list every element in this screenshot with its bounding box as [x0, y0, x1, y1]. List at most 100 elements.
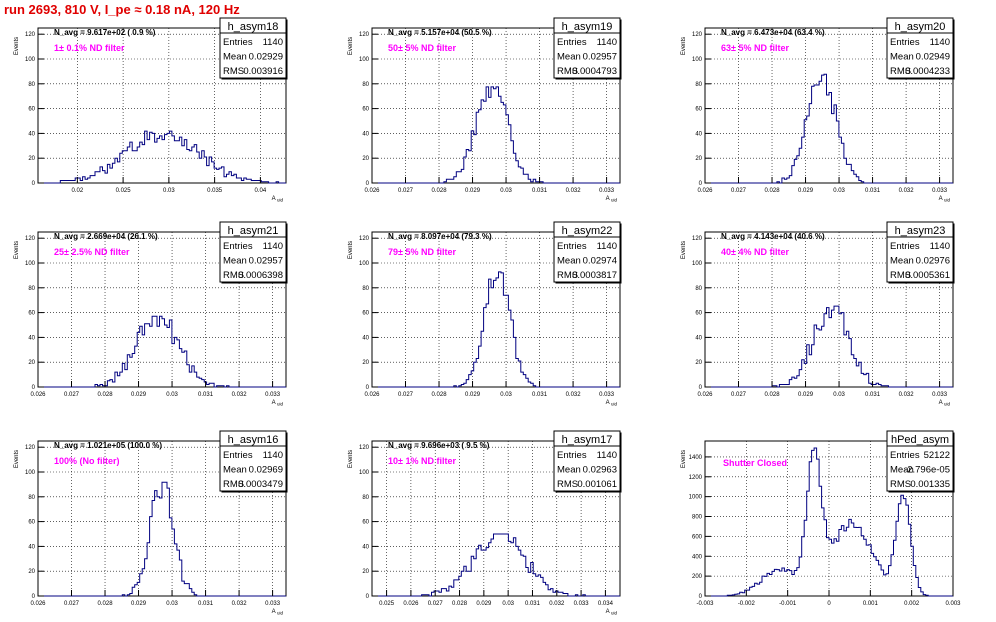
histogram-series	[38, 481, 286, 597]
x-tick-label: 0.033	[932, 188, 948, 194]
stat-label: Mean	[223, 52, 247, 63]
x-tick-label: 0.031	[532, 392, 548, 398]
stat-label: Mean	[557, 52, 581, 63]
x-tick-label: 0.027	[731, 392, 747, 398]
y-tick-label: 40	[28, 335, 35, 341]
x-axis-label: A uid	[272, 609, 284, 616]
histogram-series	[372, 271, 620, 388]
y-tick-label: 1400	[689, 455, 703, 461]
stat-value: 0.0005361	[905, 270, 950, 281]
y-tick-label: 120	[25, 236, 36, 242]
stats-box-frame	[553, 221, 621, 283]
stats-box-frame	[886, 430, 954, 492]
x-tick-label: 0.001	[863, 601, 879, 607]
n-avg-annotation: N_avg = 2.669e+04 (26.1 %)	[54, 232, 158, 241]
x-tick-label: 0.025	[116, 188, 132, 194]
x-tick-label: 0.028	[452, 601, 468, 607]
stat-label: Entries	[557, 37, 587, 48]
x-tick-label: 0.03	[502, 601, 514, 607]
stats-box-frame	[219, 221, 287, 283]
x-tick-label: 0.029	[798, 392, 814, 398]
filter-label: Shutter Closed	[723, 458, 787, 468]
n-avg-annotation: N_avg = 8.097e+04 (79.3 %)	[388, 232, 492, 241]
stat-label: RMS	[557, 479, 578, 490]
y-tick-label: 40	[362, 335, 369, 341]
y-tick-label: 0	[699, 594, 703, 600]
histogram-panel-h_asym19: 0.026 0.027 0.028 0.029 0.03 0.031 0.032 0.033 0…	[348, 17, 622, 203]
y-axis-label: Events	[348, 450, 354, 468]
stat-label: Entries	[223, 37, 253, 48]
y-tick-label: 60	[362, 107, 369, 113]
y-tick-label: 60	[695, 107, 702, 113]
y-tick-label: 0	[366, 181, 370, 187]
y-tick-label: 120	[359, 32, 370, 38]
y-tick-label: 0	[32, 594, 36, 600]
stats-box: h_asym19 Entries 1140 Mean 0.02957 RMS0.00047…	[553, 17, 622, 80]
y-tick-label: 200	[692, 574, 703, 580]
run-title: run 2693, 810 V, I_pe ≈ 0.18 nA, 120 Hz	[4, 2, 240, 17]
x-tick-label: 0.033	[265, 392, 281, 398]
y-tick-label: 40	[28, 131, 35, 137]
x-tick-label: 0.032	[232, 392, 248, 398]
x-tick-label: 0.002	[904, 601, 920, 607]
histogram-panel-h_asym22: 0.026 0.027 0.028 0.029 0.03 0.031 0.032 0.033 0…	[348, 221, 622, 407]
stats-box: hPed_asym Entries 52122 Mean-2.796e-05 RMS 0.…	[886, 430, 955, 493]
stat-label: RMS	[557, 270, 578, 281]
stat-value: 1140	[263, 241, 283, 252]
x-tick-label: 0.029	[476, 601, 492, 607]
y-tick-label: 20	[362, 569, 369, 575]
y-tick-label: 20	[362, 156, 369, 162]
x-tick-label: 0.031	[198, 601, 214, 607]
stat-value: 0.0004793	[572, 66, 617, 77]
y-tick-label: 20	[28, 360, 35, 366]
y-axis-label: Events	[14, 37, 20, 55]
x-tick-label: 0.032	[566, 392, 582, 398]
y-tick-label: 80	[695, 82, 702, 88]
stat-value: 0.003916	[243, 66, 283, 77]
y-tick-label: 60	[28, 107, 35, 113]
histogram-panel-h_asym16: 0.026 0.027 0.028 0.029 0.03 0.031 0.032 0.033 0…	[14, 430, 288, 616]
y-tick-label: 120	[692, 32, 703, 38]
histogram-panel-h_asym17: 0.025 0.026 0.027 0.028 0.029 0.03 0.031 0.032 0…	[348, 430, 622, 616]
x-tick-label: 0.025	[379, 601, 395, 607]
stat-label: RMS	[890, 270, 911, 281]
y-tick-label: 20	[28, 569, 35, 575]
x-tick-label: 0	[827, 601, 831, 607]
y-tick-label: 80	[28, 286, 35, 292]
x-tick-label: 0.03	[166, 392, 178, 398]
x-tick-label: 0.034	[598, 601, 614, 607]
x-tick-label: 0.033	[574, 601, 590, 607]
stat-label: Mean	[223, 256, 247, 267]
x-tick-label: 0.026	[30, 601, 46, 607]
x-tick-label: 0.033	[932, 392, 948, 398]
x-tick-label: 0.027	[731, 188, 747, 194]
x-tick-label: 0.026	[364, 392, 380, 398]
stat-value: 0.02969	[249, 465, 283, 476]
x-tick-label: 0.027	[398, 392, 414, 398]
x-tick-label: 0.031	[865, 392, 881, 398]
filter-label: 1± 0.1% ND filter	[54, 43, 125, 53]
x-tick-label: 0.033	[599, 392, 615, 398]
histogram-name: h_asym20	[895, 21, 946, 33]
x-tick-label: -0.002	[738, 601, 756, 607]
stat-value: 0.0006398	[238, 270, 283, 281]
x-tick-label: 0.03	[163, 188, 175, 194]
y-tick-label: 0	[699, 181, 703, 187]
filter-label: 40± 4% ND filter	[721, 247, 789, 257]
n-avg-annotation: N_avg = 5.157e+04 (50.5 %)	[388, 28, 492, 37]
x-tick-label: -0.001	[779, 601, 797, 607]
stat-value: 1140	[597, 241, 617, 252]
stat-value: 0.02963	[583, 465, 617, 476]
stat-label: Entries	[223, 241, 253, 252]
stat-label: Mean	[223, 465, 247, 476]
y-tick-label: 100	[692, 57, 703, 63]
x-axis-label: A uid	[939, 400, 951, 407]
stats-box-frame	[553, 17, 621, 79]
y-tick-label: 80	[28, 82, 35, 88]
stats-box: h_asym23 Entries 1140 Mean 0.02976 RMS0.00053…	[886, 221, 955, 284]
y-tick-label: 100	[359, 470, 370, 476]
stats-box: h_asym18 Entries 1140 Mean 0.02929 RMS 0.00391…	[219, 17, 288, 80]
y-tick-label: 100	[25, 261, 36, 267]
stat-label: Entries	[557, 450, 587, 461]
x-tick-label: 0.028	[98, 392, 114, 398]
